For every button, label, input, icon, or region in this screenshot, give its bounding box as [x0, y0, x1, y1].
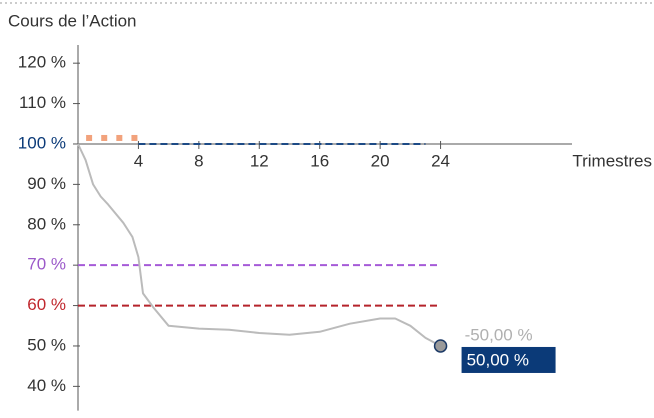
- chart-title: Cours de l’Action: [8, 11, 137, 30]
- quarter-marker: [86, 134, 93, 141]
- y-tick-label: 100 %: [18, 133, 66, 152]
- end-label-box: [461, 346, 556, 373]
- x-tick-label: 12: [250, 151, 269, 170]
- change-label: -50,00 %: [465, 325, 533, 344]
- x-tick-label: 16: [310, 151, 329, 170]
- y-tick-label: 80 %: [27, 214, 66, 233]
- end-label: 50,00 %: [467, 350, 529, 369]
- price-line: [77, 143, 442, 347]
- y-tick-label: 120 %: [18, 53, 66, 72]
- x-tick-label: 4: [134, 151, 143, 170]
- quarter-marker: [101, 134, 108, 141]
- x-tick-label: 8: [194, 151, 203, 170]
- y-tick-label: 40 %: [27, 376, 66, 395]
- y-tick-label: 110 %: [19, 93, 66, 112]
- y-tick-label: 90 %: [27, 174, 66, 193]
- x-axis-label: Trimestres: [572, 151, 652, 170]
- x-tick-label: 20: [371, 151, 390, 170]
- y-tick-label: 50 %: [27, 335, 66, 354]
- y-tick-label: 70 %: [27, 255, 66, 274]
- y-tick-label: 60 %: [27, 295, 66, 314]
- end-point: [433, 339, 448, 353]
- x-tick-label: 24: [431, 151, 450, 170]
- quarter-marker: [116, 134, 123, 141]
- quarter-marker: [131, 134, 138, 141]
